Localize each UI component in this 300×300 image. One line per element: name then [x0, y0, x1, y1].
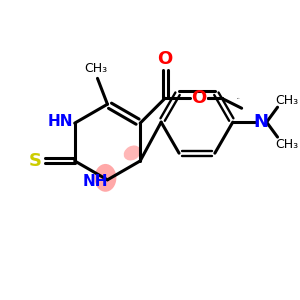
Text: CH₃: CH₃ [84, 62, 107, 75]
Text: CH₃: CH₃ [275, 137, 298, 151]
Text: S: S [28, 152, 41, 170]
Text: NH: NH [83, 174, 108, 189]
Text: CH₃: CH₃ [275, 94, 298, 107]
Ellipse shape [94, 164, 116, 192]
Text: N: N [253, 113, 268, 131]
Text: O: O [158, 50, 173, 68]
Ellipse shape [124, 146, 141, 160]
Text: O: O [191, 89, 206, 107]
Text: HN: HN [48, 114, 74, 129]
Text: ethyl: ethyl [237, 98, 240, 99]
